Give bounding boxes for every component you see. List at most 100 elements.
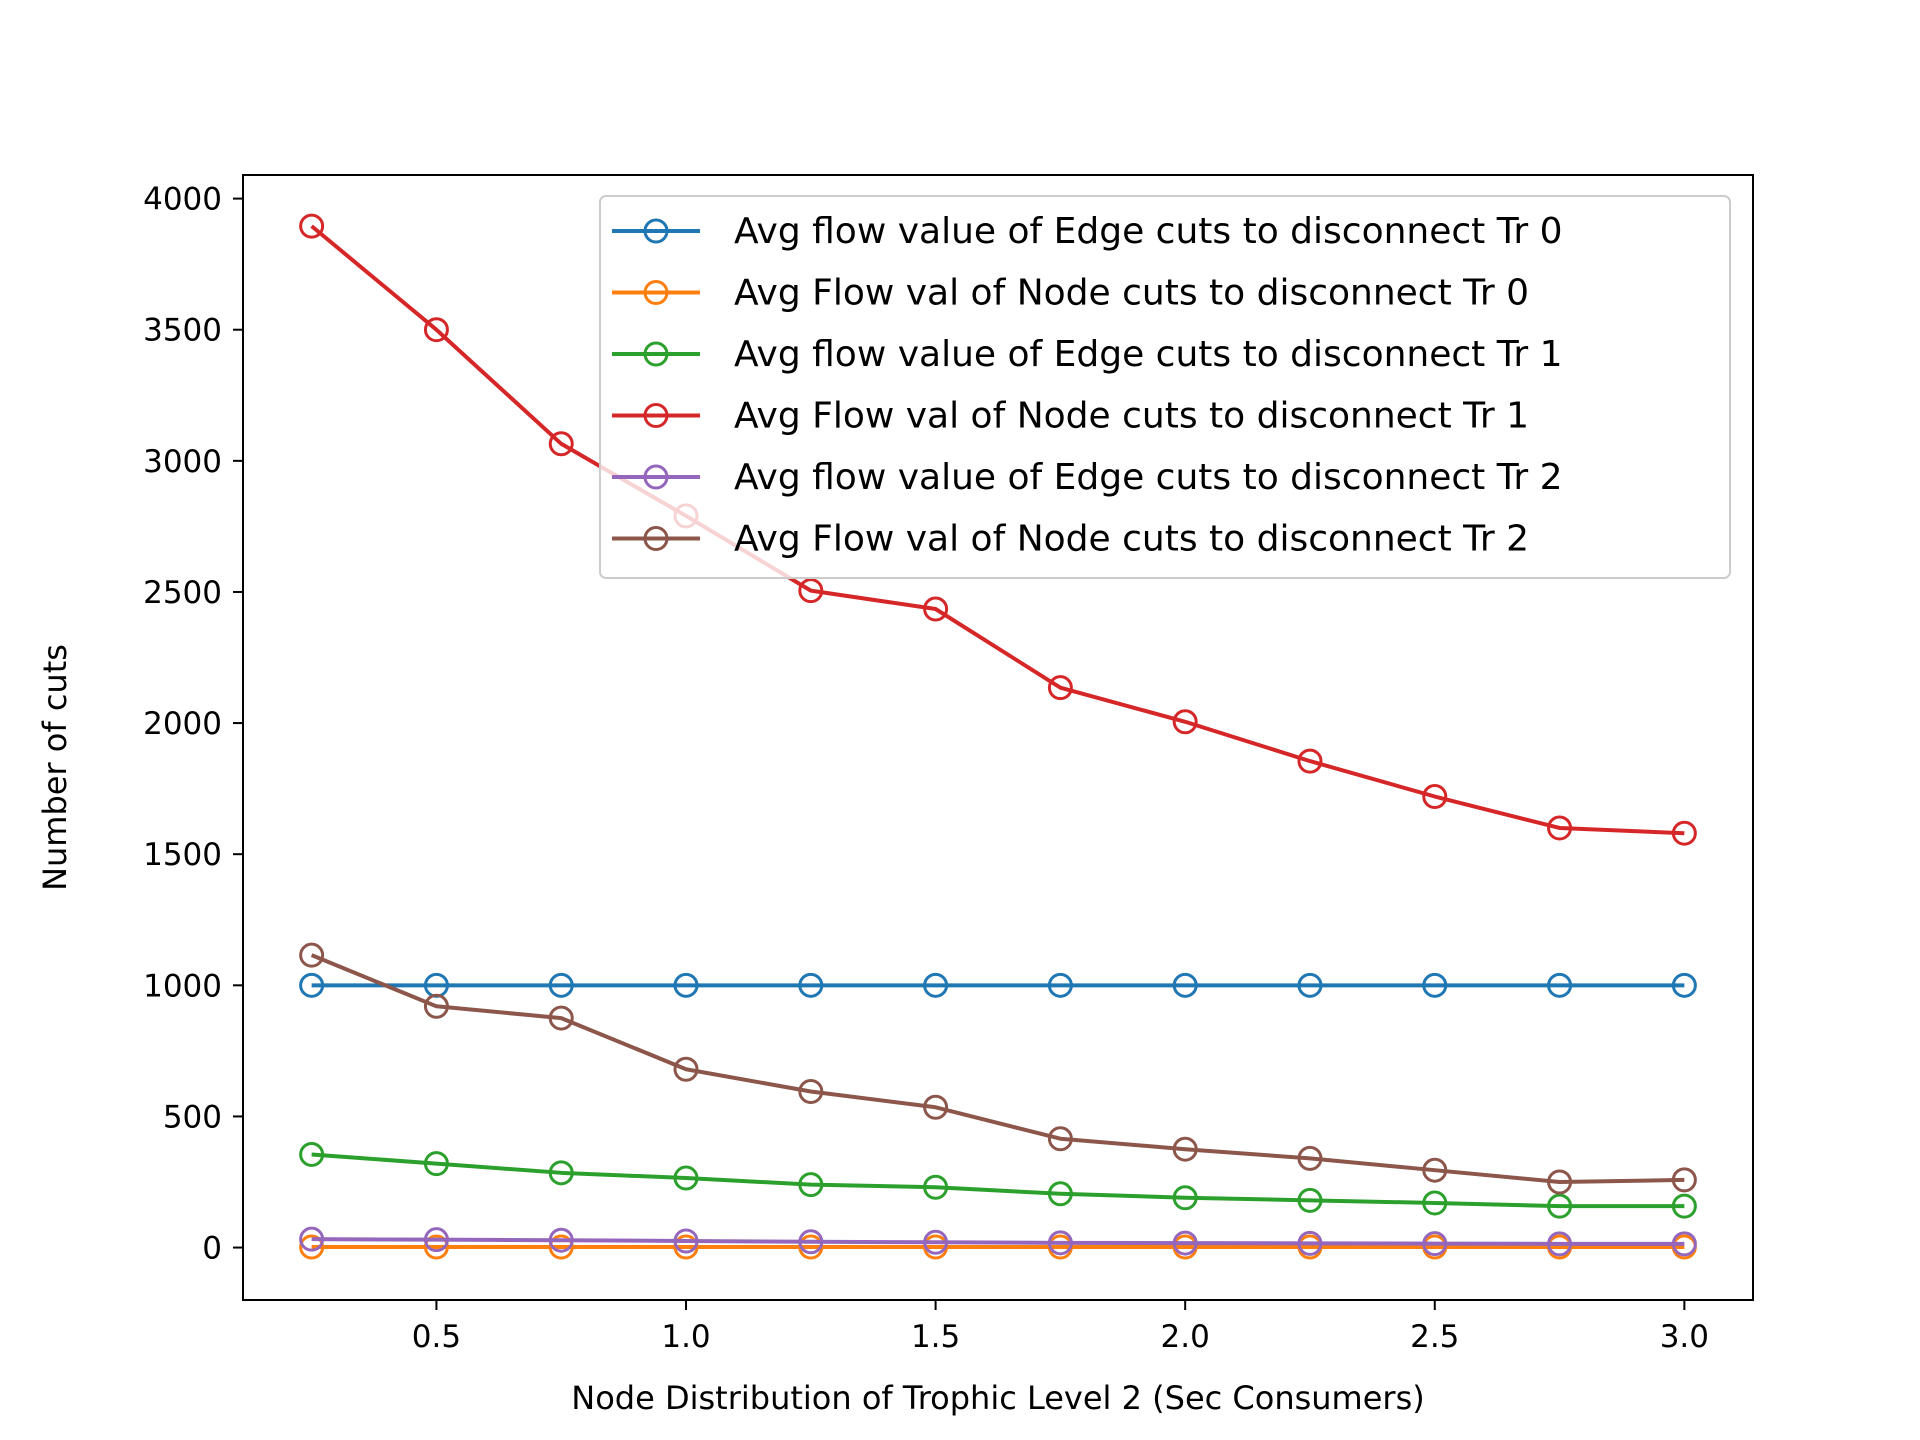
data-point [299,1141,325,1167]
data-point [1547,1169,1573,1195]
data-point [423,1234,449,1260]
legend-label: Avg Flow val of Node cuts to disconnect … [734,396,1529,437]
data-point [1422,1231,1448,1257]
legend-marker [643,526,669,551]
data-point [1297,748,1323,774]
data-point [299,1226,325,1252]
legend-marker [643,464,669,490]
data-point [548,1160,574,1186]
series-0 [299,972,1697,998]
data-point [798,578,824,604]
legend-label: Avg Flow val of Node cuts to disconnect … [734,519,1529,560]
data-point [1172,972,1198,998]
data-point [673,972,699,998]
data-point [548,1005,574,1031]
data-point [1422,972,1448,998]
data-point [1422,1157,1448,1183]
x-axis-label: Node Distribution of Trophic Level 2 (Se… [571,1379,1424,1417]
data-point [1671,1231,1697,1257]
data-point [423,317,449,343]
data-point [1172,1136,1198,1162]
data-point [548,431,574,457]
legend-label: Avg flow value of Edge cuts to disconnec… [734,457,1563,498]
plot-area [242,174,1754,1301]
data-point [548,1234,574,1260]
y-tick-label: 4000 [143,182,222,218]
data-point [1547,972,1573,998]
data-point [1172,709,1198,735]
data-point [299,942,325,968]
data-point [923,596,949,622]
data-point [1297,1187,1323,1213]
y-tick-label: 500 [163,1099,222,1135]
x-tick-label: 0.5 [412,1319,461,1355]
data-point [1172,1185,1198,1211]
data-point [1047,1126,1073,1152]
y-tick-label: 2500 [143,575,222,611]
data-point [1422,784,1448,810]
data-point [423,993,449,1019]
y-tick-label: 1500 [143,837,222,873]
data-point [798,972,824,998]
data-point [798,1172,824,1198]
data-point [423,1151,449,1177]
data-point [1047,1181,1073,1207]
series-line [310,953,1685,1184]
data-point [1422,1190,1448,1216]
data-point [673,1234,699,1260]
data-point [423,1227,449,1253]
data-point [1671,1193,1697,1219]
legend-marker [643,280,669,305]
data-point [299,972,325,998]
series-line [311,1237,1685,1246]
legend-marker [643,403,669,428]
data-point [548,1227,574,1253]
data-point [1547,815,1573,841]
data-point [923,1094,949,1120]
data-point [798,1229,824,1255]
data-point [548,972,574,998]
x-tick-label: 2.0 [1161,1319,1210,1355]
data-point [1671,820,1697,846]
legend-label: Avg flow value of Edge cuts to disconnec… [734,334,1563,375]
x-tick-label: 1.0 [661,1319,710,1355]
data-point [1047,972,1073,998]
data-point [1047,675,1073,701]
x-tick-label: 3.0 [1660,1319,1709,1355]
data-point [923,972,949,998]
data-point [1671,1167,1697,1193]
data-point [299,1234,325,1260]
series-5 [299,942,1697,1195]
data-point [1671,972,1697,998]
series-4 [299,1226,1697,1257]
x-tick-label: 2.5 [1410,1319,1459,1355]
data-point [1172,1230,1198,1256]
legend-marker [643,218,669,244]
y-axis: 0 500 1000 1500 2000 2500 3000 3500 4000 [143,182,243,1267]
y-tick-label: 2000 [143,706,222,742]
data-point [1047,1230,1073,1256]
legend-marker [643,341,669,367]
series-line [311,1152,1685,1209]
data-point [673,1165,699,1191]
y-tick-label: 3000 [143,444,222,480]
legend: Avg flow value of Edge cuts to disconnec… [599,195,1731,579]
data-point [1297,1145,1323,1171]
series-line [310,224,1685,836]
data-point [299,213,325,239]
data-point [1297,1230,1323,1256]
data-point [673,1056,699,1082]
y-tick-label: 3500 [143,313,222,349]
x-axis: 0.5 1.0 1.5 2.0 2.5 3.0 [412,1300,1709,1355]
legend-label: Avg Flow val of Node cuts to disconnect … [734,273,1529,314]
data-point [798,1079,824,1105]
y-axis-label: Number of cuts [36,644,74,891]
data-point [1297,972,1323,998]
data-point [1547,1231,1573,1257]
y-tick-label: 1000 [143,968,222,1004]
data-point [673,1228,699,1254]
x-tick-label: 1.5 [911,1319,960,1355]
y-tick-label: 0 [202,1231,222,1267]
data-point [923,1229,949,1255]
